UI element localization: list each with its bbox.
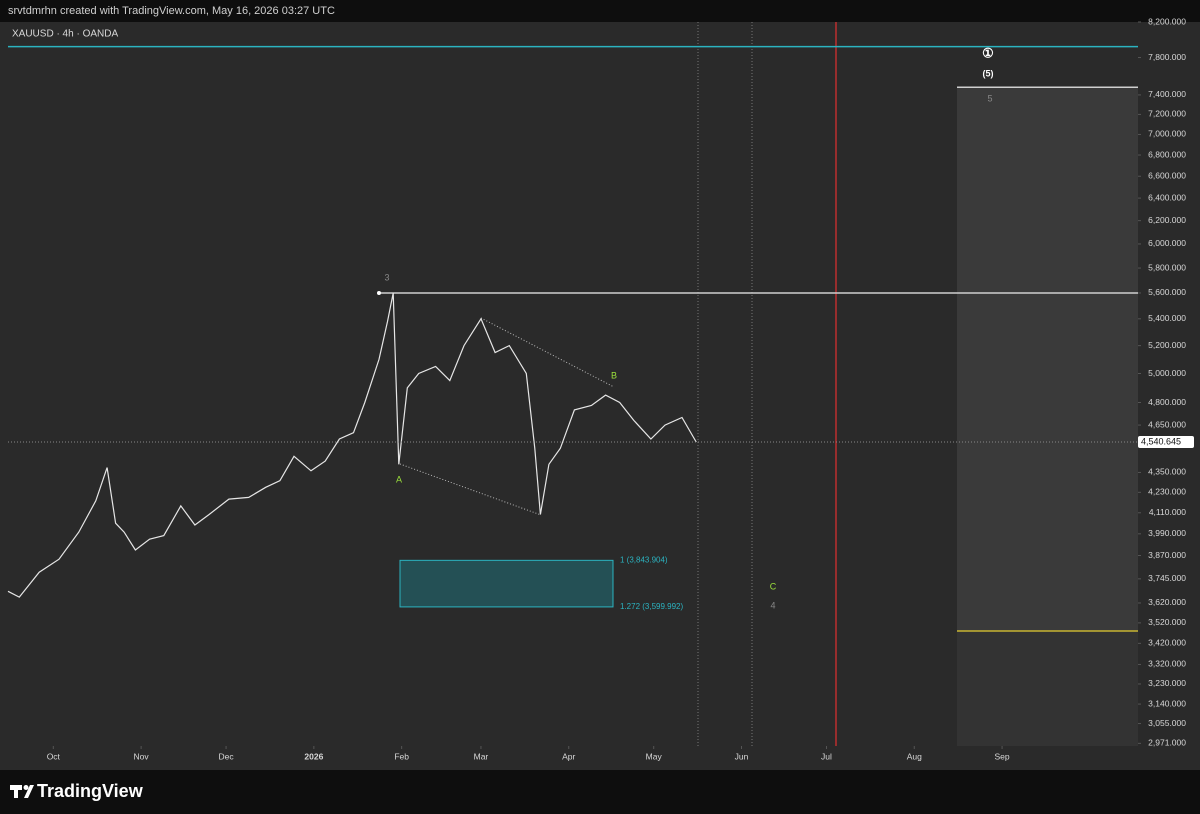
- fib-zone: [399, 559, 614, 608]
- y-tick-label: 3,990.000: [1148, 528, 1186, 538]
- y-tick-label: 6,200.000: [1148, 215, 1186, 225]
- x-tick-label: Oct: [47, 751, 61, 761]
- y-tick-label: 3,520.000: [1148, 617, 1186, 627]
- y-tick-label: 4,110.000: [1149, 507, 1186, 517]
- x-tick-label: May: [646, 751, 663, 761]
- y-tick-label: 2,971.000: [1148, 738, 1186, 748]
- chart-title: XAUUSD · 4h · OANDA: [12, 29, 118, 40]
- y-tick-label: 3,870.000: [1148, 550, 1186, 560]
- y-tick-label: 7,400.000: [1148, 89, 1186, 99]
- y-tick-label: 7,200.000: [1148, 109, 1186, 119]
- fib-label: 1 (3,843.904): [620, 555, 668, 564]
- y-tick-label: 3,320.000: [1148, 659, 1186, 669]
- x-tick-label: Sep: [994, 751, 1009, 761]
- wave-label: 4: [770, 600, 775, 610]
- caption: srvtdmrhn created with TradingView.com, …: [8, 5, 335, 17]
- wave-label: (5): [983, 68, 994, 78]
- y-tick-label: 6,600.000: [1148, 170, 1186, 180]
- price-tag: [1138, 435, 1194, 448]
- y-tick-label: 6,000.000: [1148, 238, 1186, 248]
- y-tick-label: 7,000.000: [1148, 129, 1186, 139]
- wave-label: 3: [384, 272, 389, 282]
- wave-label: A: [396, 474, 402, 484]
- y-tick-label: 5,800.000: [1148, 262, 1186, 272]
- y-tick-label: 3,745.000: [1148, 573, 1186, 583]
- target-lower: [957, 631, 1138, 746]
- y-tick-label: 5,400.000: [1148, 313, 1186, 323]
- y-tick-label: 4,230.000: [1148, 487, 1186, 497]
- y-tick-label: 3,140.000: [1148, 698, 1186, 708]
- y-tick-label: 5,000.000: [1148, 368, 1186, 378]
- y-tick-label: 6,800.000: [1148, 149, 1186, 159]
- x-tick-label: Jun: [735, 751, 749, 761]
- logo: [10, 785, 34, 798]
- x-tick-label: Dec: [219, 751, 235, 761]
- level-anchor: [377, 290, 381, 295]
- brand: TradingView: [37, 781, 144, 801]
- wave-label: B: [611, 370, 617, 380]
- y-tick-label: 3,230.000: [1148, 678, 1186, 688]
- wave-label: 5: [987, 93, 992, 103]
- x-tick-label: 2026: [304, 751, 323, 761]
- y-tick-label: 5,200.000: [1148, 340, 1186, 350]
- x-tick-label: Aug: [907, 751, 922, 761]
- y-tick-label: 3,055.000: [1148, 718, 1186, 728]
- x-tick-label: Nov: [134, 751, 150, 761]
- y-tick-label: 3,620.000: [1148, 597, 1186, 607]
- y-tick-label: 5,600.000: [1148, 287, 1186, 297]
- x-tick-label: Feb: [394, 751, 409, 761]
- y-tick-label: 3,420.000: [1148, 638, 1186, 648]
- y-tick-label: 4,800.000: [1148, 397, 1186, 407]
- y-tick-label: 8,200.000: [1148, 16, 1186, 26]
- wave-label: ①: [982, 45, 994, 60]
- plot-area: 1 (3,843.904) 1.272 (3,599.992) 3 A B C 4 ① (5) 5: [7, 22, 1138, 746]
- trendline: [399, 463, 542, 516]
- fib-label: 1.272 (3,599.992): [620, 602, 683, 611]
- y-tick-label: 6,400.000: [1148, 192, 1186, 202]
- x-tick-label: Mar: [474, 751, 489, 761]
- y-tick-label: 7,800.000: [1148, 52, 1186, 62]
- y-tick-label: 4,350.000: [1148, 467, 1186, 477]
- wave-label: C: [770, 581, 777, 591]
- y-tick-label: 4,650.000: [1148, 419, 1186, 429]
- trendline: [480, 317, 615, 388]
- price-tag-label: 4,540.645: [1141, 436, 1181, 446]
- price-line: [7, 292, 697, 598]
- x-tick-label: Jul: [821, 751, 832, 761]
- x-tick-label: Apr: [562, 751, 575, 761]
